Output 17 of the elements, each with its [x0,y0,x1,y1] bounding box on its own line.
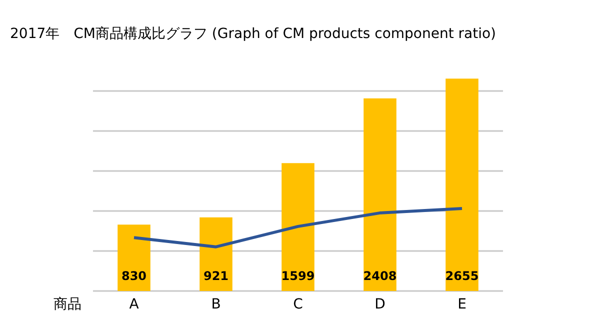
bar [282,163,314,291]
x-tick-label: E [458,296,466,312]
bar [200,217,232,291]
data-label: 2655 [445,269,479,283]
bar [364,98,396,291]
data-label: 830 [121,269,147,283]
bar [446,78,478,291]
data-label: 2408 [363,269,397,283]
x-axis-title: 商品 [54,296,82,312]
data-label: 1599 [281,269,315,283]
chart-title: 2017年 CM商品構成比グラフ (Graph of CM products component ratio) [10,26,496,42]
data-label: 921 [203,269,229,283]
x-tick-label: B [211,296,221,312]
x-tick-label: C [293,296,304,312]
x-tick-label: D [374,296,386,312]
x-tick-label: A [129,296,140,312]
bar [118,224,150,291]
